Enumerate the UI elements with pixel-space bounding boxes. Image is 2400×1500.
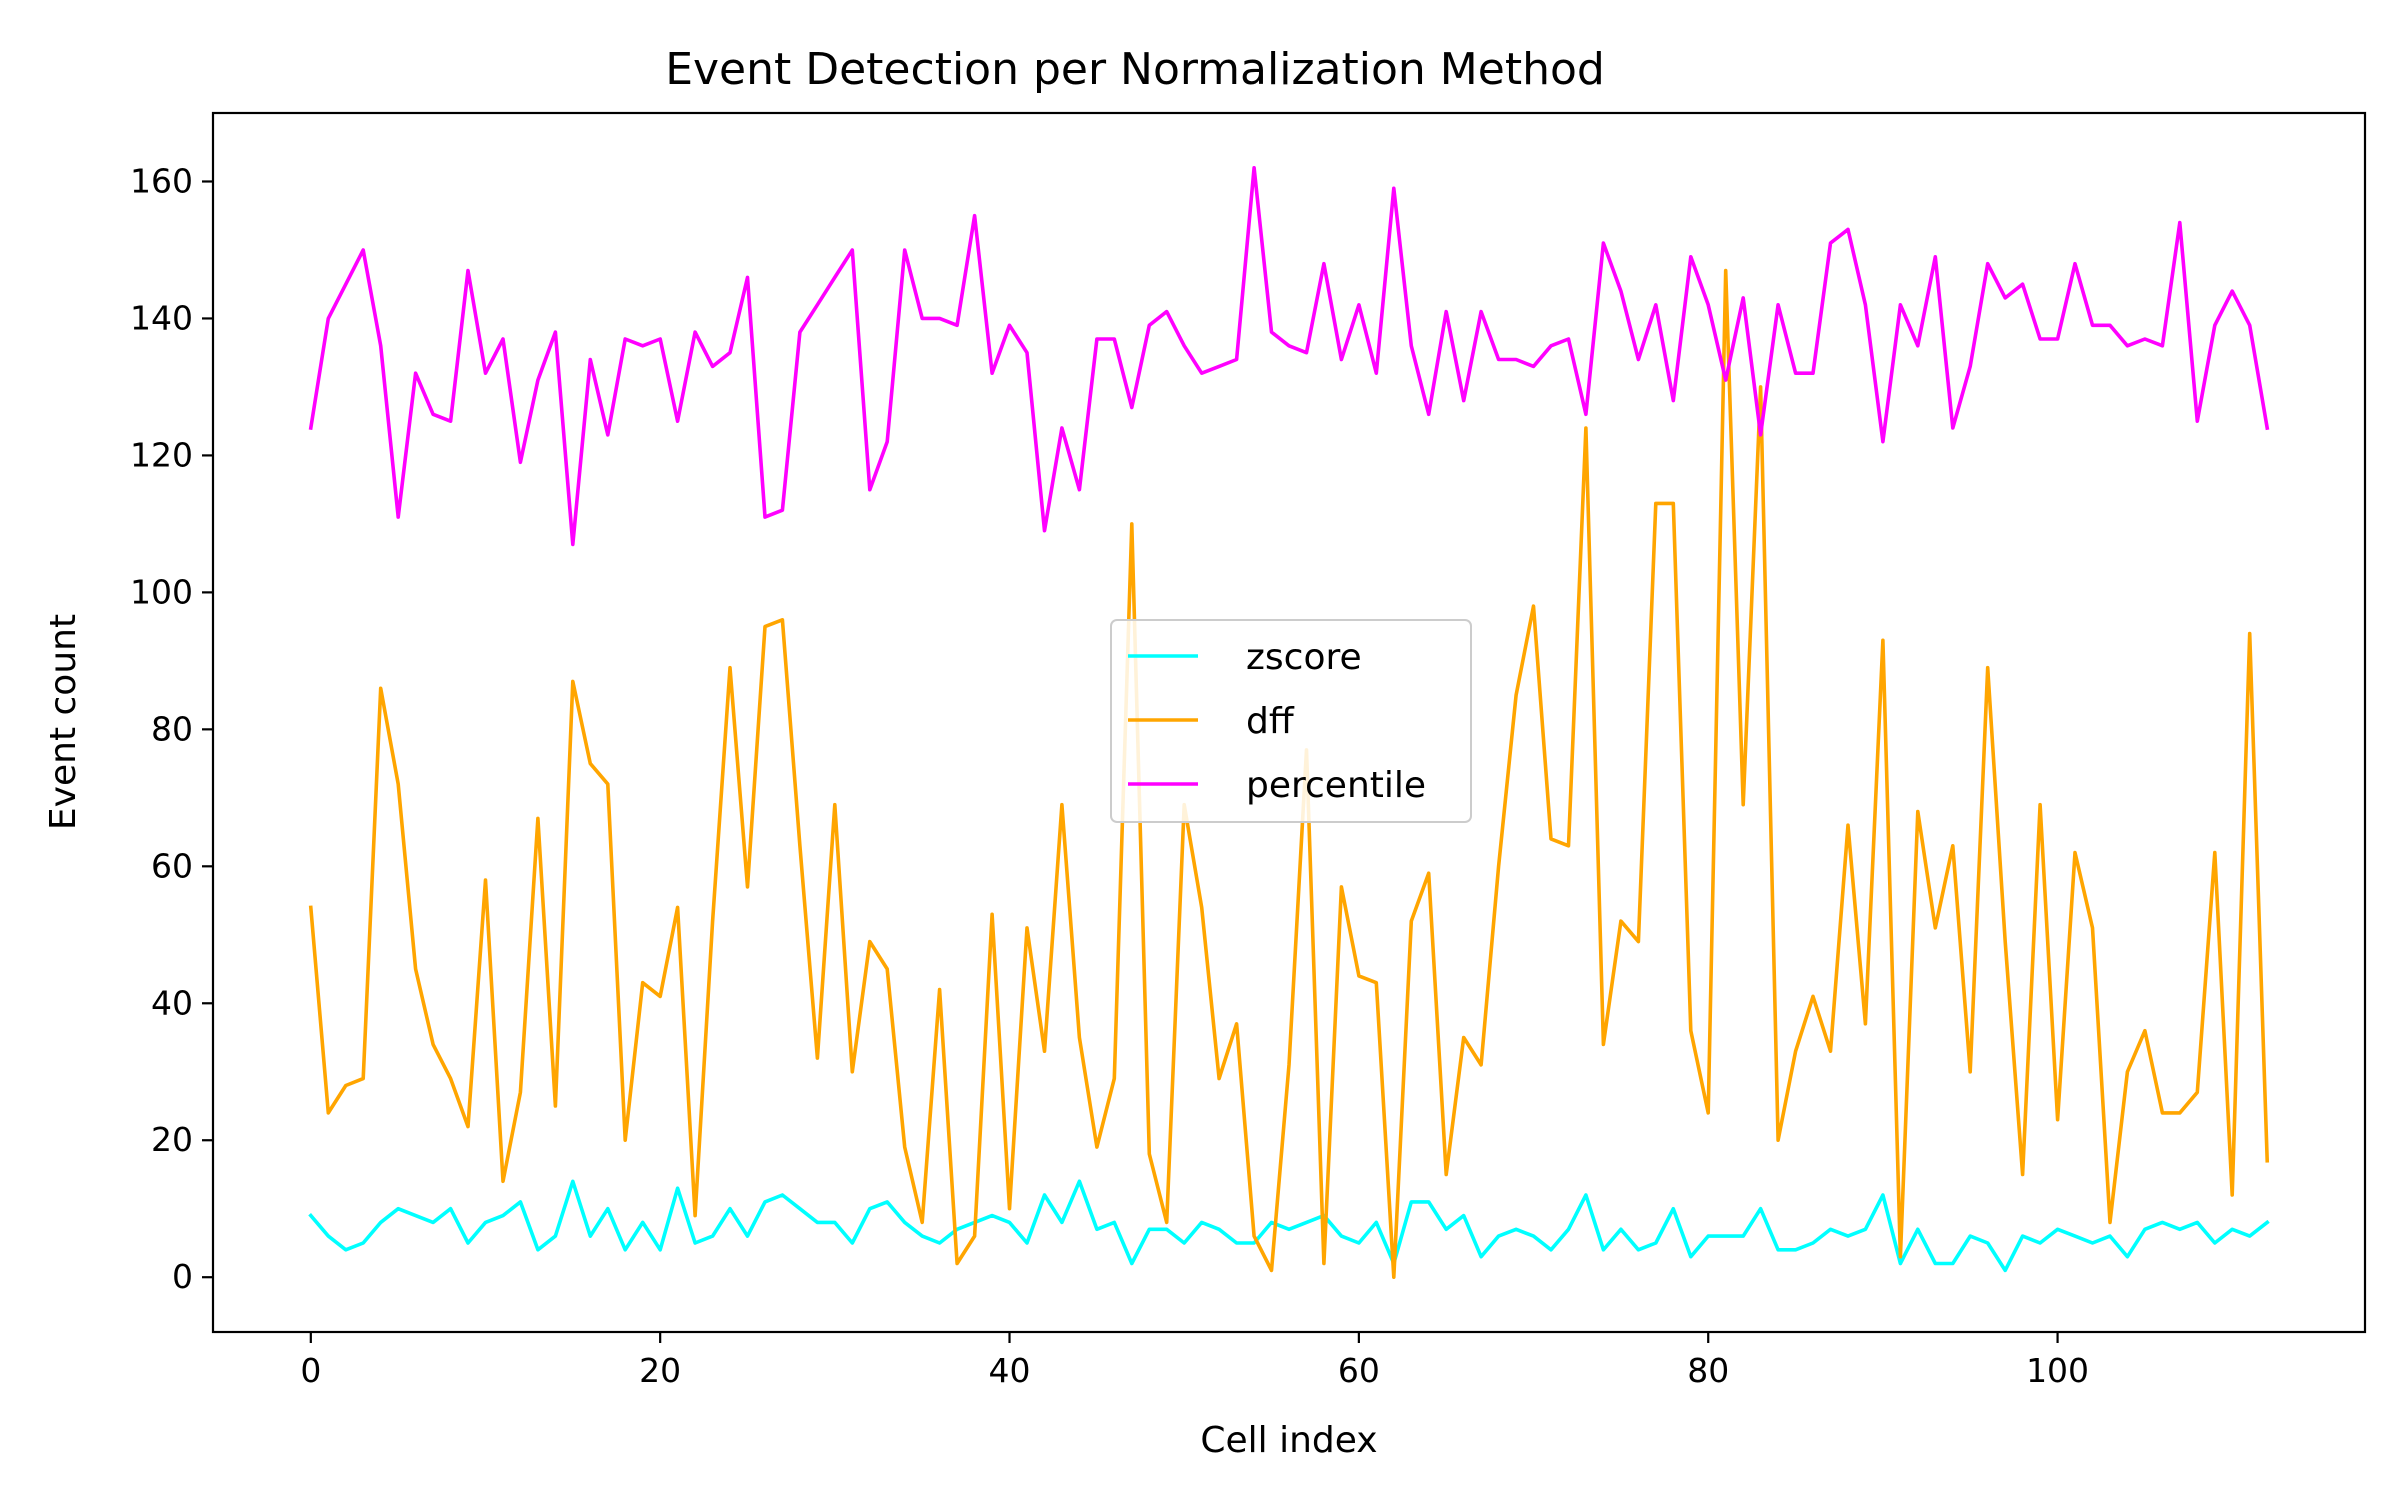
- legend-label-dff: dff: [1246, 701, 1295, 742]
- legend-label-zscore: zscore: [1246, 637, 1362, 678]
- x-tick-label: 20: [639, 1351, 681, 1390]
- y-axis-label: Event count: [43, 614, 84, 830]
- x-tick-label: 80: [1687, 1351, 1729, 1390]
- y-tick-label: 80: [151, 709, 193, 748]
- legend: zscore dff percentile: [1110, 619, 1472, 823]
- x-axis-label: Cell index: [1200, 1420, 1377, 1461]
- axes-frame: [211, 111, 2367, 1334]
- y-tick-label: 160: [130, 161, 193, 200]
- x-tick-label: 0: [300, 1351, 321, 1390]
- y-tick-label: 60: [151, 846, 193, 885]
- x-tick-label: 40: [989, 1351, 1031, 1390]
- series-layer: [308, 166, 2270, 1279]
- series-line-zscore: [308, 1179, 2270, 1273]
- y-tick-label: 40: [151, 983, 193, 1022]
- x-axis-ticks: 0 20 40 60 80 100: [300, 1332, 2089, 1390]
- y-tick-label: 100: [130, 572, 193, 611]
- y-tick-label: 0: [172, 1257, 193, 1296]
- plot-area: 0 20 40 60 80 100 0 20 40 60 80 100 120 140 160: [130, 111, 2367, 1390]
- y-tick-label: 120: [130, 435, 193, 474]
- legend-label-percentile: percentile: [1246, 765, 1426, 806]
- series-line-dff: [308, 268, 2270, 1279]
- legend-box: [1110, 619, 1472, 823]
- series-line-percentile: [308, 166, 2270, 547]
- x-tick-label: 100: [2026, 1351, 2089, 1390]
- y-tick-label: 140: [130, 298, 193, 337]
- y-tick-label: 20: [151, 1120, 193, 1159]
- chart-title: Event Detection per Normalization Method: [665, 44, 1605, 95]
- y-axis-ticks: 0 20 40 60 80 100 120 140 160: [130, 161, 213, 1296]
- x-tick-label: 60: [1338, 1351, 1380, 1390]
